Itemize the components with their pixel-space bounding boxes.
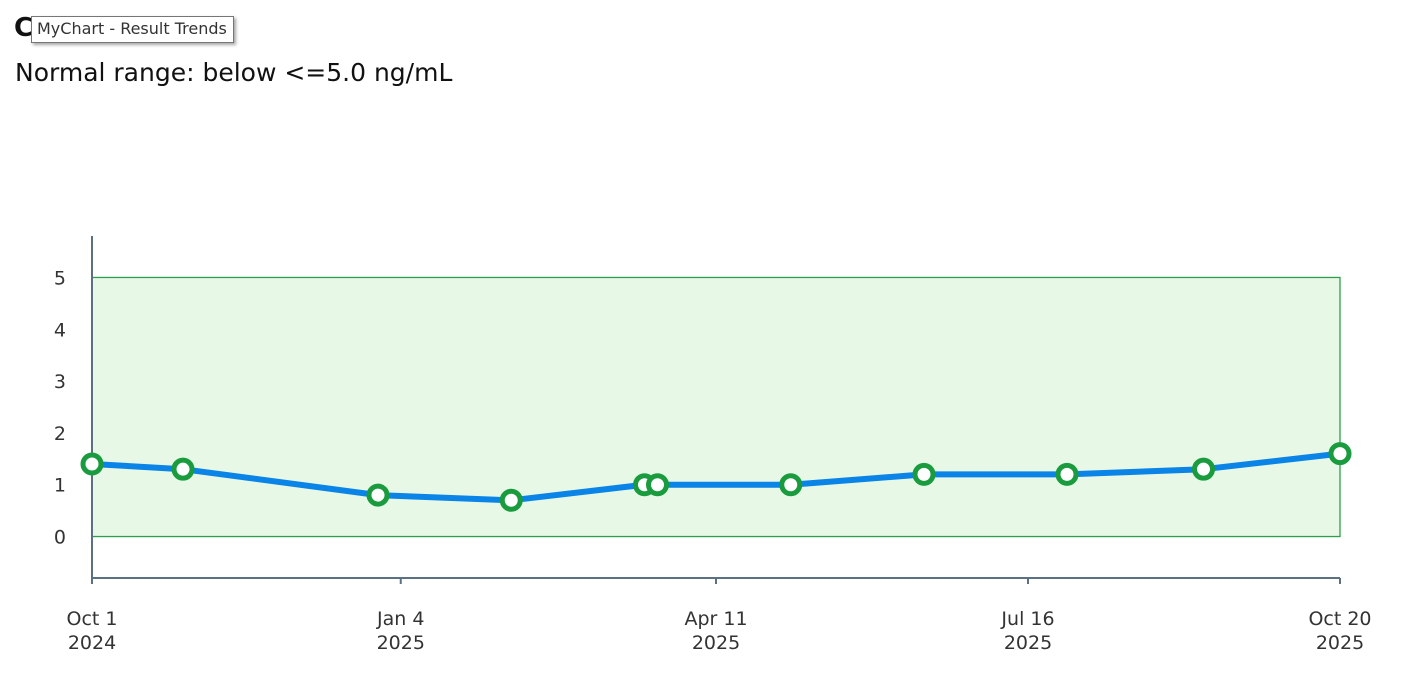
window-title-tooltip: MyChart - Result Trends [31, 16, 234, 43]
y-tick-label: 1 [54, 475, 66, 497]
normal-range-band-layer [91, 276, 1341, 538]
x-tick-label-year: 2025 [692, 632, 740, 654]
data-point [912, 462, 936, 486]
x-tick-label-date: Jan 4 [376, 608, 424, 630]
x-tick-label-date: Oct 1 [67, 608, 118, 630]
y-tick-label: 4 [54, 319, 66, 341]
y-tick-label: 0 [54, 527, 66, 549]
data-point [1328, 442, 1352, 466]
data-point [1192, 457, 1215, 481]
x-tick-label-year: 2025 [1004, 632, 1052, 654]
y-tick-label: 3 [54, 371, 66, 393]
data-points-layer [80, 442, 1352, 512]
data-point [646, 473, 669, 497]
x-tick-label-date: Apr 11 [684, 608, 747, 630]
data-point [1055, 462, 1079, 486]
data-point [366, 483, 390, 507]
x-tick-label-date: Jul 16 [1000, 608, 1054, 630]
normal-range-label: Normal range: below <=5.0 ng/mL [15, 58, 453, 87]
data-point [171, 457, 195, 481]
y-tick-label: 5 [54, 267, 66, 289]
data-point [80, 452, 104, 476]
data-point [779, 473, 803, 497]
x-tick-label-year: 2024 [68, 632, 116, 654]
x-tick-label-year: 2025 [1316, 632, 1364, 654]
y-tick-label: 2 [54, 423, 66, 445]
page-title-partial: C [14, 13, 34, 43]
data-point [499, 488, 523, 512]
x-tick-label-year: 2025 [377, 632, 425, 654]
normal-range-band [91, 276, 1341, 538]
x-tick-label-date: Oct 20 [1308, 608, 1371, 630]
